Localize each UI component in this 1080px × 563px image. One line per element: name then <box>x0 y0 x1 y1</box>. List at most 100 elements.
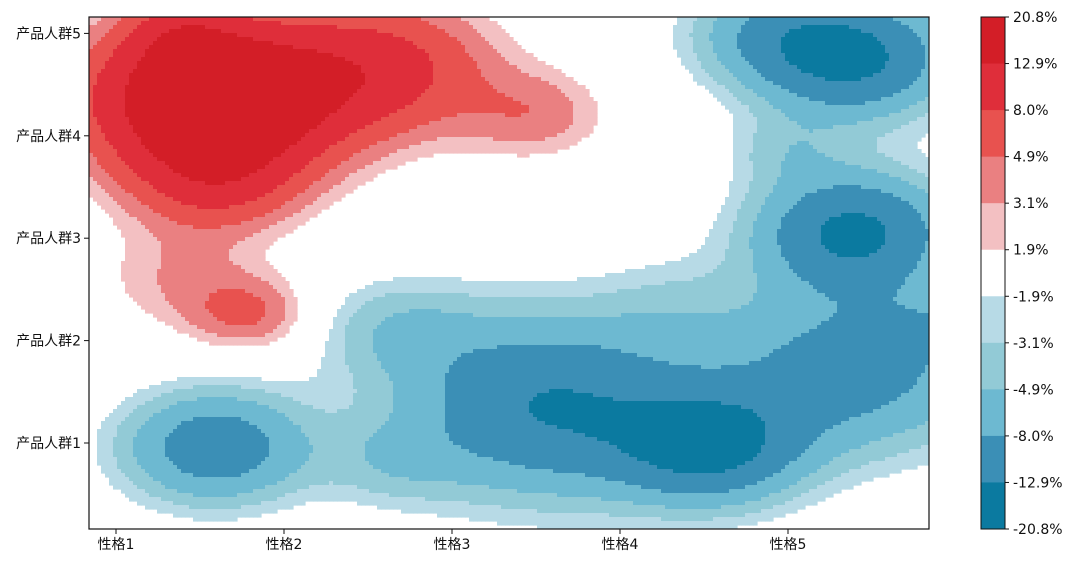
contour-cell <box>505 85 510 90</box>
contour-cell <box>137 101 142 106</box>
contour-cell <box>365 113 370 118</box>
contour-cell <box>881 45 886 50</box>
contour-cell <box>413 17 418 22</box>
contour-cell <box>105 37 110 42</box>
contour-cell <box>233 121 238 126</box>
contour-cell <box>905 97 910 102</box>
contour-cell <box>257 105 262 110</box>
contour-cell <box>433 57 438 62</box>
contour-cell <box>373 57 378 62</box>
contour-cell <box>373 109 378 114</box>
contour-cell <box>353 105 358 110</box>
contour-cell <box>173 33 178 38</box>
contour-cell <box>217 109 222 114</box>
contour-cell <box>109 89 114 94</box>
contour-cell <box>401 117 406 122</box>
contour-cell <box>473 73 478 78</box>
contour-cell <box>737 85 742 90</box>
contour-cell <box>425 117 430 122</box>
contour-cell <box>245 93 250 98</box>
contour-cell <box>757 97 762 102</box>
contour-cell <box>457 85 462 90</box>
contour-cell <box>373 77 378 82</box>
contour-cell <box>505 117 510 122</box>
contour-cell <box>145 81 150 86</box>
contour-cell <box>401 49 406 54</box>
contour-cell <box>477 57 482 62</box>
contour-cell <box>589 113 594 118</box>
contour-cell <box>369 33 374 38</box>
contour-cell <box>761 61 766 66</box>
contour-cell <box>221 65 226 70</box>
contour-cell <box>189 93 194 98</box>
contour-cell <box>525 61 530 66</box>
contour-cell <box>301 113 306 118</box>
contour-cell <box>353 125 358 130</box>
contour-cell <box>429 105 434 110</box>
contour-cell <box>765 69 770 74</box>
contour-cell <box>741 69 746 74</box>
contour-cell <box>529 109 534 114</box>
contour-cell <box>889 109 894 114</box>
contour-cell <box>905 105 910 110</box>
contour-cell <box>781 53 786 58</box>
contour-cell <box>469 33 474 38</box>
contour-cell <box>297 125 302 130</box>
contour-cell <box>169 49 174 54</box>
contour-cell <box>921 93 926 98</box>
contour-cell <box>333 33 338 38</box>
contour-cell <box>225 45 230 50</box>
contour-cell <box>585 125 590 130</box>
contour-cell <box>813 77 818 82</box>
contour-cell <box>277 37 282 42</box>
contour-cell <box>469 29 474 34</box>
contour-cell <box>369 53 374 58</box>
contour-cell <box>405 105 410 110</box>
contour-cell <box>809 93 814 98</box>
contour-cell <box>789 69 794 74</box>
contour-cell <box>709 81 714 86</box>
contour-cell <box>505 61 510 66</box>
contour-cell <box>329 85 334 90</box>
contour-cell <box>477 101 482 106</box>
contour-cell <box>509 129 514 134</box>
contour-cell <box>517 61 522 66</box>
contour-cell <box>541 121 546 126</box>
contour-cell <box>165 29 170 34</box>
contour-cell <box>793 101 798 106</box>
contour-cell <box>765 97 770 102</box>
contour-cell <box>537 97 542 102</box>
contour-cell <box>285 125 290 130</box>
contour-cell <box>865 125 870 130</box>
contour-cell <box>829 17 834 22</box>
contour-cell <box>157 101 162 106</box>
contour-cell <box>781 61 786 66</box>
contour-cell <box>845 125 850 130</box>
contour-cell <box>881 93 886 98</box>
contour-cell <box>713 93 718 98</box>
contour-cell <box>117 89 122 94</box>
contour-cell <box>913 61 918 66</box>
contour-cell <box>861 37 866 42</box>
contour-cell <box>357 101 362 106</box>
contour-cell <box>917 109 922 114</box>
contour-cell <box>821 81 826 86</box>
contour-cell <box>421 81 426 86</box>
contour-cell <box>849 73 854 78</box>
contour-cell <box>221 97 226 102</box>
contour-cell <box>897 17 902 22</box>
contour-cell <box>493 53 498 58</box>
contour-cell <box>165 101 170 106</box>
contour-cell <box>765 109 770 114</box>
contour-cell <box>293 69 298 74</box>
contour-cell <box>905 69 910 74</box>
contour-cell <box>809 65 814 70</box>
contour-cell <box>285 121 290 126</box>
contour-cell <box>757 21 762 26</box>
contour-cell <box>201 105 206 110</box>
contour-cell <box>285 85 290 90</box>
contour-cell <box>93 61 98 66</box>
contour-cell <box>405 77 410 82</box>
contour-cell <box>885 17 890 22</box>
contour-cell <box>701 45 706 50</box>
